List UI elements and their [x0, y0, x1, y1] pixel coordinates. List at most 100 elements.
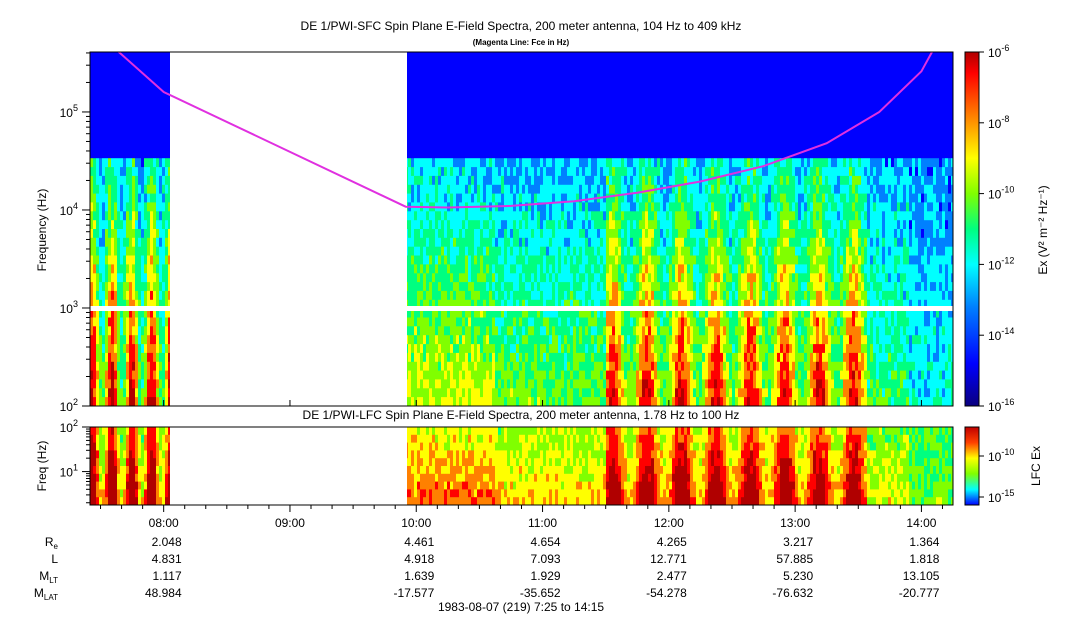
spectrogram-cell [429, 361, 432, 372]
spectrogram-cell [141, 352, 144, 363]
spectrogram-cell [159, 397, 162, 406]
spectrogram-cell [459, 52, 462, 62]
spectrogram-cell [165, 158, 168, 168]
spectrogram-cell [141, 60, 144, 71]
spectrogram-cell [450, 299, 453, 310]
spectrogram-cell [438, 211, 441, 221]
spectrogram-cell [129, 246, 132, 256]
spectrogram-cell [429, 175, 432, 186]
spectrogram-cell [153, 344, 156, 354]
spectrogram-cell [99, 149, 102, 159]
spectrogram-cell [423, 317, 426, 327]
spectrogram-cell [126, 299, 129, 310]
spectrogram-cell [438, 140, 441, 150]
spectrogram-cell [441, 308, 444, 318]
spectrogram-cell [129, 158, 132, 168]
spectrogram-cell [114, 60, 117, 71]
spectrogram-cell [159, 78, 162, 88]
spectrogram-cell [165, 317, 168, 327]
spectrogram-cell [408, 78, 411, 88]
spectrogram-cell [426, 370, 429, 380]
spectrogram-cell [447, 131, 450, 141]
spectrogram-cell [423, 184, 426, 195]
spectrogram-cell [123, 273, 126, 283]
spectrogram-cell [441, 167, 444, 177]
spectrogram-cell [414, 211, 417, 221]
spectrogram-cell [447, 397, 450, 406]
spectrogram-cell [99, 255, 102, 265]
spectrogram-cell [420, 237, 423, 248]
spectrogram-cell [420, 317, 423, 327]
spectrogram-cell [462, 52, 465, 62]
spectrogram-cell [150, 264, 153, 274]
spectrogram-cell [165, 202, 168, 212]
spectrogram-cell [93, 273, 96, 283]
spectrogram-cell [435, 317, 438, 327]
spectrogram-cell [426, 149, 429, 159]
spectrogram-cell [105, 69, 108, 79]
spectrogram-cell [417, 335, 420, 345]
spectrogram-cell [90, 60, 93, 71]
spectrogram-cell [168, 344, 171, 354]
spectrogram-cell [111, 352, 114, 363]
spectrogram-cell [441, 105, 444, 115]
spectrogram-cell [138, 282, 141, 292]
spectrogram-cell [96, 282, 99, 292]
spectrogram-cell [435, 326, 438, 336]
spectrogram-cell [447, 220, 450, 230]
spectrogram-cell [456, 361, 459, 372]
spectrogram-cell [432, 352, 435, 363]
spectrogram-cell [99, 78, 102, 88]
spectrogram-cell [102, 282, 105, 292]
spectrogram-cell [411, 113, 414, 124]
spectrogram-cell [150, 397, 153, 406]
spectrogram-cell [456, 273, 459, 283]
spectrogram-cell [129, 193, 132, 203]
spectrogram-cell [120, 96, 123, 106]
sfc-spectrogram [90, 52, 953, 406]
spectrogram-cell [132, 113, 135, 124]
spectrogram-cell [432, 229, 435, 239]
spectrogram-cell [156, 308, 159, 318]
spectrogram-cell [123, 282, 126, 292]
spectrogram-cell [147, 370, 150, 380]
spectrogram-cell [105, 122, 108, 133]
spectrogram-cell [441, 220, 444, 230]
spectrogram-cell [444, 60, 447, 71]
spectrogram-cell [102, 397, 105, 406]
spectrogram-cell [144, 255, 147, 265]
spectrogram-cell [444, 87, 447, 97]
spectrogram-cell [114, 273, 117, 283]
spectrogram-cell [453, 167, 456, 177]
spectrogram-cell [444, 96, 447, 106]
spectrogram-cell [93, 246, 96, 256]
spectrogram-cell [141, 335, 144, 345]
spectrogram-cell [144, 175, 147, 186]
spectrogram-cell [453, 326, 456, 336]
spectrogram-cell [414, 131, 417, 141]
spectrogram-cell [126, 326, 129, 336]
spectrogram-cell [438, 299, 441, 310]
spectrogram-cell [102, 52, 105, 62]
spectrogram-cell [123, 211, 126, 221]
spectrogram-cell [129, 87, 132, 97]
spectrogram-cell [105, 193, 108, 203]
spectrogram-cell [414, 379, 417, 389]
spectrogram-cell [111, 326, 114, 336]
spectrogram-cell [144, 105, 147, 115]
spectrogram-cell [132, 344, 135, 354]
spectrogram-cell [129, 113, 132, 124]
spectrogram-cell [153, 370, 156, 380]
spectrogram-cell [165, 175, 168, 186]
spectrogram-cell [147, 220, 150, 230]
spectrogram-cell [132, 326, 135, 336]
spectrogram-cell [459, 96, 462, 106]
spectrogram-cell [459, 78, 462, 88]
spectrogram-cell [450, 140, 453, 150]
spectrogram-cell [453, 237, 456, 248]
spectrogram-cell [132, 379, 135, 389]
spectrogram-cell [165, 52, 168, 62]
spectrogram-cell [165, 397, 168, 406]
spectrogram-cell [117, 211, 120, 221]
spectrogram-cell [120, 335, 123, 345]
